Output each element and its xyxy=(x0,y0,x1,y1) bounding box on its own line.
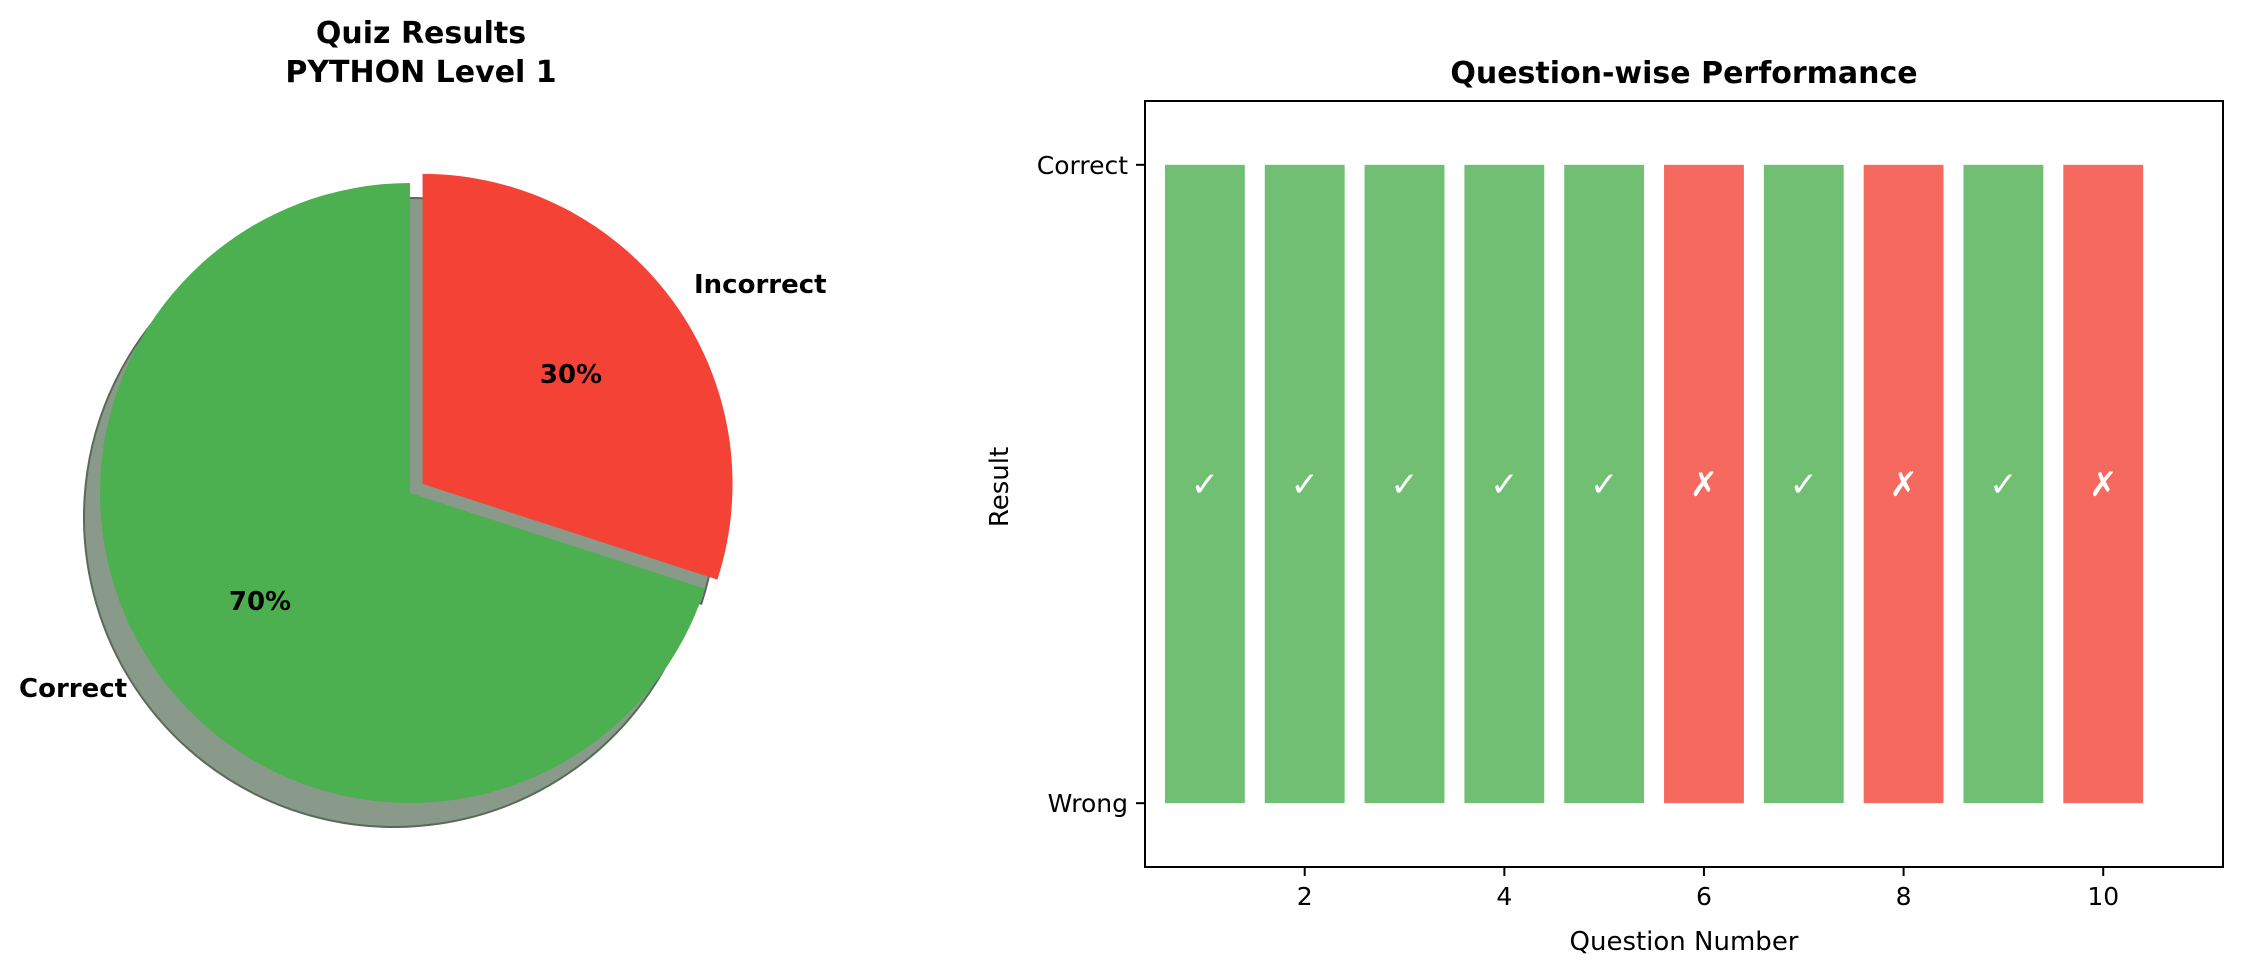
pie-chart: Quiz Results PYTHON Level 1 Correct Inco… xyxy=(19,16,827,828)
x-tick-label-10: 10 xyxy=(2087,882,2119,911)
bar-question-4 xyxy=(1464,164,1545,804)
x-axis-label: Question Number xyxy=(1570,927,1799,957)
bar-symbol-4: ✓ xyxy=(1490,465,1519,505)
bar-question-6 xyxy=(1664,164,1744,804)
bar-symbol-7: ✓ xyxy=(1790,465,1819,505)
pie-slice-correct xyxy=(99,183,705,804)
bar-question-10 xyxy=(2063,164,2144,804)
pie-label-incorrect: Incorrect xyxy=(694,270,827,300)
bar-question-5 xyxy=(1564,164,1645,804)
bar-symbol-6: ✗ xyxy=(1690,465,1719,505)
x-tick-label-6: 6 xyxy=(1696,882,1712,911)
bar-symbol-8: ✗ xyxy=(1889,465,1918,505)
pie-title-line-2: PYTHON Level 1 xyxy=(285,55,556,90)
pie-slice-incorrect xyxy=(422,173,733,580)
bar-title: Question-wise Performance xyxy=(1450,56,1917,91)
pie-pct-correct: 70% xyxy=(229,587,291,617)
x-tick-label-4: 4 xyxy=(1496,882,1512,911)
bar-question-3 xyxy=(1364,164,1445,804)
bar-question-7 xyxy=(1763,164,1844,804)
bar-question-8 xyxy=(1863,164,1944,804)
pie-title-line-1: Quiz Results xyxy=(316,16,526,51)
bar-symbol-9: ✓ xyxy=(1989,465,2018,505)
x-tick-label-8: 8 xyxy=(1896,882,1912,911)
bar-symbol-2: ✓ xyxy=(1290,465,1319,505)
y-tick-label-wrong: Wrong xyxy=(1048,789,1128,818)
bar-symbol-3: ✓ xyxy=(1390,465,1419,505)
y-axis-label: Result xyxy=(985,447,1015,527)
bar-symbol-5: ✓ xyxy=(1590,465,1619,505)
y-tick-label-correct: Correct xyxy=(1037,151,1128,180)
bar-question-2 xyxy=(1264,164,1345,804)
bar-symbol-1: ✓ xyxy=(1191,465,1220,505)
bar-question-9 xyxy=(1963,164,2044,804)
plot-frame xyxy=(1144,100,2224,868)
pie-pct-incorrect: 30% xyxy=(540,360,602,390)
bar-symbol-10: ✗ xyxy=(2089,465,2118,505)
pie-label-correct: Correct xyxy=(19,674,127,704)
bar-question-1 xyxy=(1164,164,1245,804)
x-tick-label-2: 2 xyxy=(1297,882,1313,911)
bar-chart: Question-wise Performance ✓ ✓ ✓ ✓ ✓ ✗ ✓ ✗ ✓ ✗ 2 4 6… xyxy=(985,56,2224,957)
